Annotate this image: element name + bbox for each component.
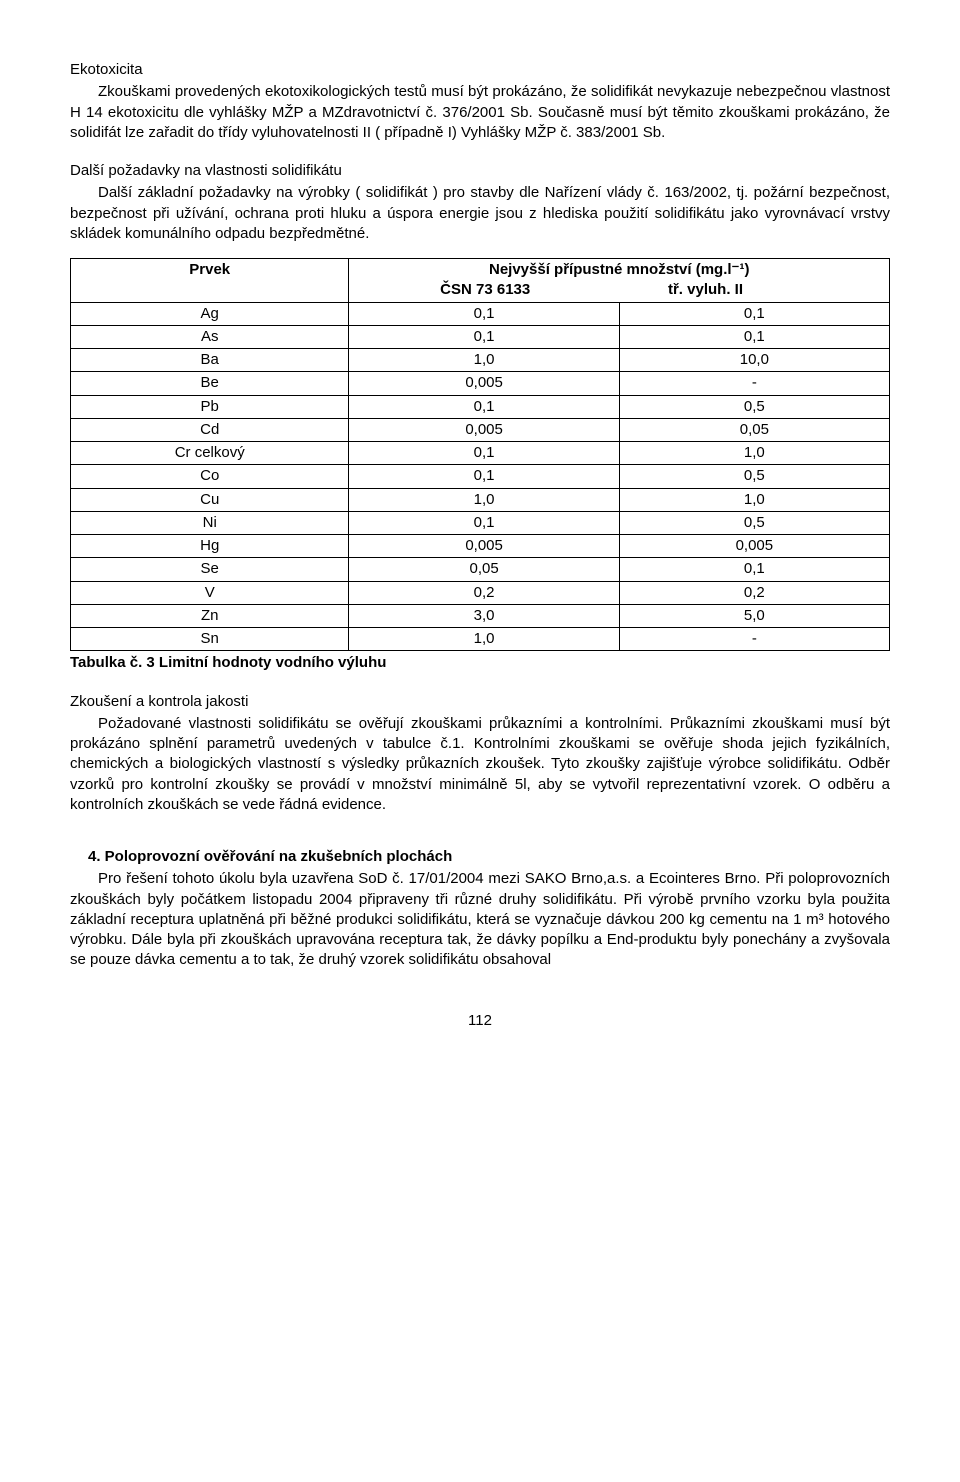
body-ekotoxicita: Zkouškami provedených ekotoxikologických… (70, 82, 890, 143)
cell-vyluh-value: 1,0 (619, 442, 889, 465)
col-header-mnozstvi: Nejvyšší přípustné množství (mg.l⁻¹) ČSN… (349, 259, 890, 303)
cell-vyluh-value: 10,0 (619, 349, 889, 372)
section-poloprovozni: 4. Poloprovozní ověřování na zkušebních … (70, 847, 890, 971)
header-tr-vyluh: tř. vyluh. II (570, 280, 763, 300)
cell-csn-value: 1,0 (349, 628, 619, 651)
table-row: Pb0,10,5 (71, 395, 890, 418)
cell-element: Ag (71, 302, 349, 325)
cell-element: Se (71, 558, 349, 581)
table-row: Zn3,05,0 (71, 604, 890, 627)
table-row: Co0,10,5 (71, 465, 890, 488)
page-number: 112 (70, 1011, 890, 1031)
table-row: Cr celkový0,11,0 (71, 442, 890, 465)
cell-element: Cd (71, 418, 349, 441)
table-row: Sn1,0- (71, 628, 890, 651)
cell-vyluh-value: 5,0 (619, 604, 889, 627)
cell-vyluh-value: 0,5 (619, 511, 889, 534)
cell-vyluh-value: 0,1 (619, 558, 889, 581)
table-row: As0,10,1 (71, 325, 890, 348)
section-ekotoxicita: Ekotoxicita Zkouškami provedených ekotox… (70, 60, 890, 143)
section-zkouseni: Zkoušení a kontrola jakosti Požadované v… (70, 692, 890, 816)
cell-element: Co (71, 465, 349, 488)
cell-element: Ba (71, 349, 349, 372)
heading-zkouseni: Zkoušení a kontrola jakosti (70, 692, 890, 712)
cell-vyluh-value: 0,005 (619, 535, 889, 558)
cell-vyluh-value: 0,5 (619, 465, 889, 488)
table-row: Ni0,10,5 (71, 511, 890, 534)
col-header-prvek: Prvek (71, 259, 349, 303)
table-caption: Tabulka č. 3 Limitní hodnoty vodního výl… (70, 653, 890, 673)
cell-csn-value: 0,05 (349, 558, 619, 581)
cell-vyluh-value: - (619, 372, 889, 395)
table-row: Se0,050,1 (71, 558, 890, 581)
cell-csn-value: 0,1 (349, 325, 619, 348)
cell-csn-value: 1,0 (349, 349, 619, 372)
cell-element: Ni (71, 511, 349, 534)
table-body: Ag0,10,1As0,10,1Ba1,010,0Be0,005-Pb0,10,… (71, 302, 890, 651)
cell-csn-value: 0,005 (349, 535, 619, 558)
table-header-row: Prvek Nejvyšší přípustné množství (mg.l⁻… (71, 259, 890, 303)
cell-element: Cr celkový (71, 442, 349, 465)
cell-csn-value: 3,0 (349, 604, 619, 627)
table-row: Be0,005- (71, 372, 890, 395)
cell-vyluh-value: - (619, 628, 889, 651)
heading-dalsi-pozadavky: Další požadavky na vlastnosti solidifiká… (70, 161, 890, 181)
cell-element: Pb (71, 395, 349, 418)
cell-element: Sn (71, 628, 349, 651)
cell-element: V (71, 581, 349, 604)
heading-poloprovozni: 4. Poloprovozní ověřování na zkušebních … (70, 847, 890, 867)
limit-values-table: Prvek Nejvyšší přípustné množství (mg.l⁻… (70, 258, 890, 651)
cell-vyluh-value: 0,05 (619, 418, 889, 441)
cell-csn-value: 0,005 (349, 418, 619, 441)
cell-csn-value: 1,0 (349, 488, 619, 511)
table-row: Hg0,0050,005 (71, 535, 890, 558)
section-dalsi-pozadavky: Další požadavky na vlastnosti solidifiká… (70, 161, 890, 244)
heading-ekotoxicita: Ekotoxicita (70, 60, 890, 80)
cell-csn-value: 0,1 (349, 442, 619, 465)
cell-element: Be (71, 372, 349, 395)
cell-csn-value: 0,1 (349, 511, 619, 534)
table-row: Ag0,10,1 (71, 302, 890, 325)
table-row: Ba1,010,0 (71, 349, 890, 372)
cell-vyluh-value: 0,2 (619, 581, 889, 604)
cell-csn-value: 0,005 (349, 372, 619, 395)
table-row: Cd0,0050,05 (71, 418, 890, 441)
cell-csn-value: 0,2 (349, 581, 619, 604)
header-csn: ČSN 73 6133 (357, 280, 570, 300)
cell-vyluh-value: 1,0 (619, 488, 889, 511)
cell-csn-value: 0,1 (349, 465, 619, 488)
body-zkouseni: Požadované vlastnosti solidifikátu se ov… (70, 714, 890, 815)
cell-element: Hg (71, 535, 349, 558)
cell-element: Cu (71, 488, 349, 511)
body-dalsi-pozadavky: Další základní požadavky na výrobky ( so… (70, 183, 890, 244)
cell-element: As (71, 325, 349, 348)
cell-vyluh-value: 0,1 (619, 325, 889, 348)
cell-vyluh-value: 0,5 (619, 395, 889, 418)
cell-element: Zn (71, 604, 349, 627)
cell-csn-value: 0,1 (349, 302, 619, 325)
header-top-line: Nejvyšší přípustné množství (mg.l⁻¹) (357, 260, 881, 280)
table-row: V0,20,2 (71, 581, 890, 604)
table-row: Cu1,01,0 (71, 488, 890, 511)
cell-vyluh-value: 0,1 (619, 302, 889, 325)
cell-csn-value: 0,1 (349, 395, 619, 418)
body-poloprovozni: Pro řešení tohoto úkolu byla uzavřena So… (70, 869, 890, 970)
